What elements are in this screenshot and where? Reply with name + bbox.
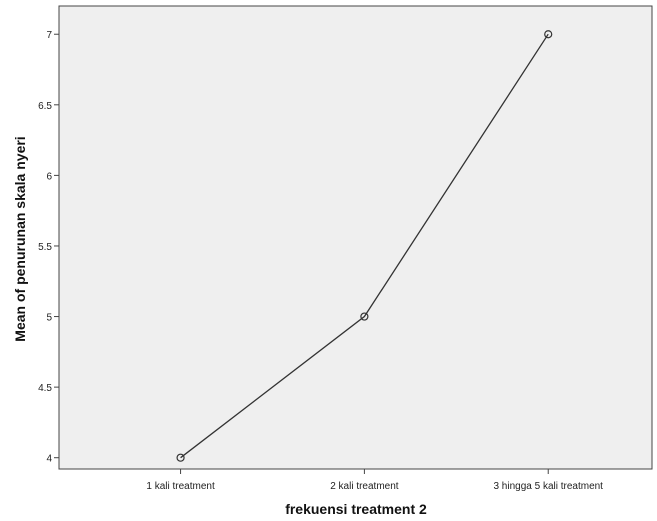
series-layer (176, 30, 553, 462)
y-tick-label: 4 (46, 454, 52, 465)
data-point (360, 312, 369, 321)
x-tick-label: 3 hingga 5 kali treatment (493, 481, 603, 492)
y-axis-title: Mean of penurunan skala nyeri (12, 136, 28, 341)
x-axis-ticks: 1 kali treatment 2 kali treatment 3 hingga… (146, 469, 603, 492)
y-tick-label: 5 (46, 313, 52, 324)
series-line (180, 33, 549, 459)
data-point (176, 453, 185, 462)
data-point (544, 30, 553, 39)
y-tick-label: 5.5 (38, 242, 52, 253)
x-axis-title: frekuensi treatment 2 (285, 501, 427, 517)
y-axis-ticks: 4 4.5 5 5.5 6 6.5 7 (38, 30, 59, 465)
plot-area (58, 5, 653, 470)
x-tick-label: 1 kali treatment (146, 481, 215, 492)
y-tick-label: 6 (46, 171, 52, 182)
y-tick-label: 4.5 (38, 383, 52, 394)
x-tick-label: 2 kali treatment (330, 481, 399, 492)
y-tick-label: 6.5 (38, 101, 52, 112)
y-tick-label: 7 (46, 30, 52, 41)
